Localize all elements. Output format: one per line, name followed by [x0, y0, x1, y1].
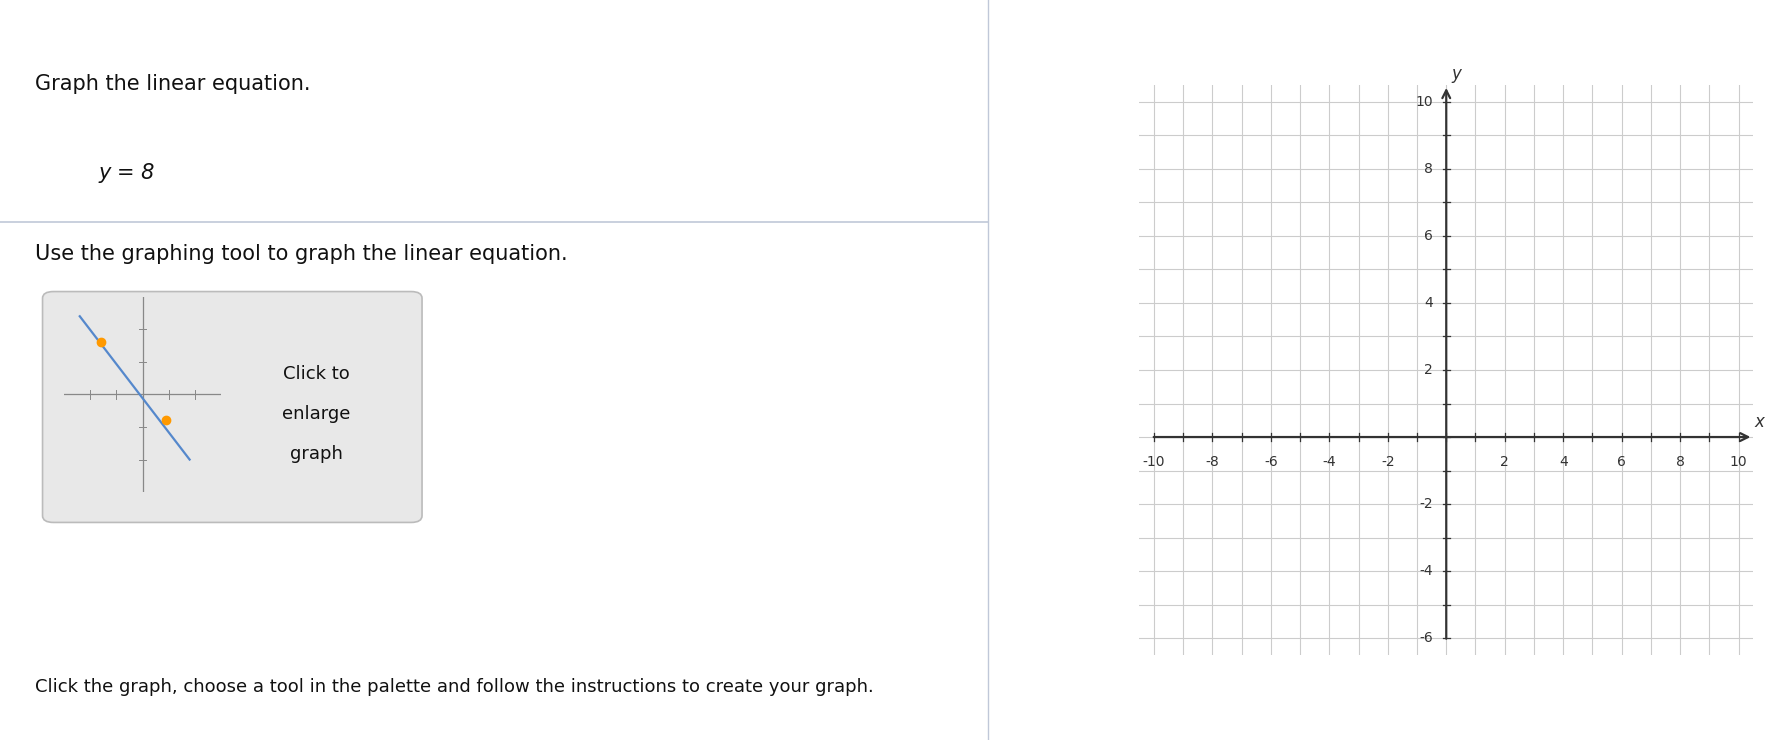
Text: Use the graphing tool to graph the linear equation.: Use the graphing tool to graph the linea…	[34, 244, 568, 264]
Text: -6: -6	[1419, 631, 1433, 645]
Text: 4: 4	[1559, 455, 1568, 469]
Text: 10: 10	[1730, 455, 1748, 469]
Text: 6: 6	[1618, 455, 1627, 469]
Text: 10: 10	[1415, 95, 1433, 109]
Text: -2: -2	[1419, 497, 1433, 511]
Text: -8: -8	[1205, 455, 1219, 469]
Text: enlarge: enlarge	[281, 405, 351, 423]
Text: Graph the linear equation.: Graph the linear equation.	[34, 74, 310, 94]
Text: graph: graph	[290, 445, 344, 462]
Text: 4: 4	[1424, 296, 1433, 310]
Text: Click the graph, choose a tool in the palette and follow the instructions to cre: Click the graph, choose a tool in the pa…	[34, 678, 874, 696]
Text: y: y	[1451, 65, 1461, 84]
FancyBboxPatch shape	[43, 292, 422, 522]
Text: Click to: Click to	[283, 365, 349, 383]
Text: -4: -4	[1323, 455, 1337, 469]
Text: -4: -4	[1419, 564, 1433, 578]
Text: x: x	[1755, 413, 1764, 431]
Text: 6: 6	[1424, 229, 1433, 243]
Text: -6: -6	[1264, 455, 1278, 469]
Text: y = 8: y = 8	[100, 163, 155, 183]
Text: -10: -10	[1143, 455, 1166, 469]
Text: 2: 2	[1424, 363, 1433, 377]
Text: 8: 8	[1675, 455, 1684, 469]
Text: -2: -2	[1381, 455, 1394, 469]
Text: 2: 2	[1501, 455, 1509, 469]
Text: 8: 8	[1424, 162, 1433, 176]
